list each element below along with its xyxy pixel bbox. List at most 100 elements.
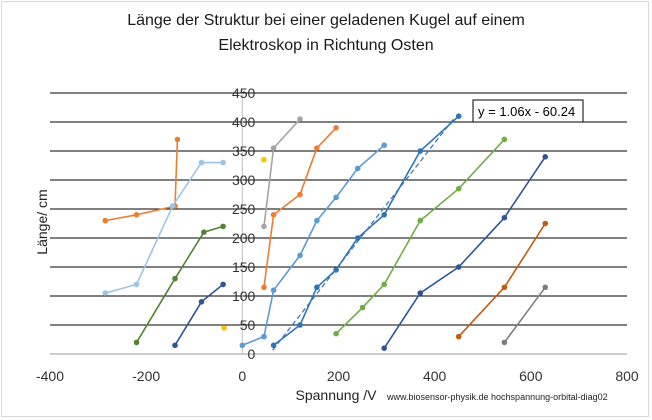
data-point	[501, 339, 508, 346]
data-point	[314, 145, 320, 151]
series-line	[174, 283, 224, 346]
data-point	[542, 154, 549, 160]
x-tick-label: 200	[327, 368, 351, 384]
series-line	[105, 139, 179, 222]
data-point	[455, 264, 462, 270]
series-7	[261, 116, 303, 230]
x-tick-label: 0	[238, 368, 246, 384]
x-axis-label: Spannung /V	[296, 387, 378, 403]
data-point	[198, 299, 205, 305]
x-tick-label: -400	[36, 368, 64, 384]
data-point	[314, 284, 320, 291]
series-11	[381, 154, 549, 352]
data-point	[102, 217, 109, 224]
data-point	[102, 290, 109, 296]
series-3	[172, 281, 226, 349]
series-line	[263, 127, 337, 288]
y-tick-label: 400	[232, 114, 256, 130]
data-point	[359, 304, 366, 311]
data-point	[354, 235, 361, 241]
series-line	[135, 225, 224, 343]
data-point	[381, 142, 387, 148]
data-point	[333, 194, 339, 201]
series-line	[273, 115, 460, 346]
x-tick-label: 800	[615, 368, 639, 384]
series-13	[501, 284, 549, 346]
series-2	[133, 223, 226, 346]
data-point	[174, 136, 181, 143]
data-point	[261, 223, 267, 230]
series-line	[458, 223, 546, 338]
y-tick-label: 350	[232, 143, 256, 159]
y-tick-label: 200	[232, 230, 256, 246]
data-point	[270, 145, 277, 151]
data-point	[417, 290, 424, 296]
series-line	[105, 161, 224, 294]
data-point	[239, 342, 246, 349]
data-point	[501, 214, 508, 221]
data-point	[542, 220, 549, 227]
data-point	[221, 325, 227, 331]
data-point	[261, 284, 267, 291]
data-point	[133, 281, 140, 288]
data-point	[417, 217, 424, 224]
data-point	[381, 281, 387, 288]
data-point	[333, 267, 339, 273]
trendline-label: y = 1.06x - 60.24	[478, 104, 575, 119]
y-tick-label: 450	[232, 85, 256, 101]
y-tick-label: 250	[232, 201, 256, 217]
data-point	[172, 275, 178, 282]
data-point	[455, 333, 462, 340]
grid-lines	[50, 92, 627, 355]
data-point	[297, 252, 303, 259]
data-point	[198, 159, 205, 166]
data-series	[102, 113, 549, 352]
trendline-label-border	[472, 99, 584, 123]
series-line	[503, 286, 546, 343]
data-point	[501, 284, 508, 291]
series-8	[261, 125, 339, 291]
trendline-line	[272, 118, 455, 351]
data-point	[455, 185, 462, 192]
data-point	[172, 342, 178, 349]
y-tick-labels: 0 50 100 150 200 250 300 350 400 450	[232, 85, 256, 362]
series-4	[221, 325, 227, 331]
series-1	[102, 159, 226, 296]
y-tick-label: 50	[240, 317, 256, 333]
series-9	[270, 113, 462, 349]
y-tick-label: 100	[232, 288, 256, 304]
data-point	[261, 333, 267, 340]
series-line	[242, 144, 385, 347]
data-point	[455, 113, 462, 119]
data-point	[220, 281, 226, 288]
y-tick-label: 0	[248, 346, 256, 362]
data-point	[220, 159, 226, 166]
x-tick-label: 400	[423, 368, 447, 384]
data-point	[297, 116, 303, 122]
data-point	[270, 287, 277, 294]
data-point	[333, 125, 339, 131]
series-6	[239, 142, 387, 349]
x-tick-label: 600	[519, 368, 543, 384]
trendline	[272, 118, 455, 351]
data-point	[333, 330, 339, 337]
chart-title-line2: Elektroskop in Richtung Osten	[218, 37, 434, 54]
data-point	[381, 345, 387, 352]
series-5	[261, 156, 267, 163]
data-point	[261, 156, 267, 163]
data-point	[220, 223, 226, 230]
series-line	[335, 138, 505, 335]
data-point	[314, 217, 320, 224]
data-point	[297, 191, 303, 198]
data-point	[501, 136, 508, 143]
y-tick-label: 150	[232, 259, 256, 275]
x-tick-labels: -400 -200 0 200 400 600 800	[36, 368, 639, 384]
data-point	[201, 229, 207, 235]
data-point	[133, 212, 140, 218]
trendline-label-box: y = 1.06x - 60.24	[472, 99, 584, 123]
chart-title-line1: Länge der Struktur bei einer geladenen K…	[127, 12, 525, 29]
data-point	[133, 339, 140, 346]
data-point	[270, 212, 277, 218]
series-12	[455, 220, 549, 340]
